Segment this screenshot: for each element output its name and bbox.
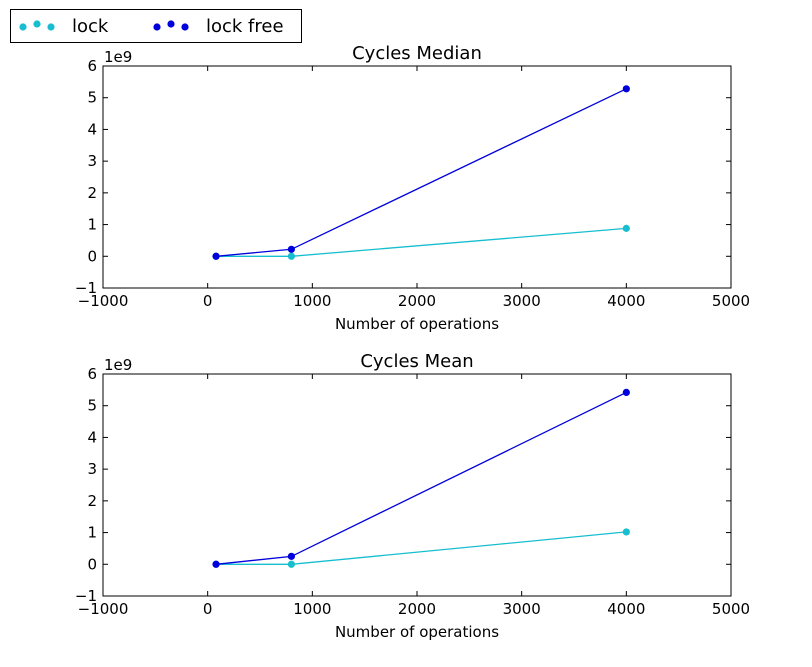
x-tick-label: 2000 <box>398 600 436 618</box>
y-tick-label: 4 <box>87 428 97 446</box>
y-offset-label: 1e9 <box>104 356 132 374</box>
series-line-lock-free <box>215 391 627 565</box>
x-tick-label: 5000 <box>712 600 750 618</box>
x-tick-label: 0 <box>203 600 213 618</box>
y-tick-label: 5 <box>87 89 97 107</box>
chart-cycles-median: Cycles Median −1000 0 1000 2000 3000 4000 5000 −… <box>75 43 750 333</box>
data-point-lock <box>622 224 630 232</box>
y-tick-label: 6 <box>87 365 97 383</box>
x-tick-label: 3000 <box>503 292 541 310</box>
x-tick-label: 2000 <box>398 292 436 310</box>
data-point-lock <box>287 252 295 260</box>
y-tick-label: 0 <box>87 555 97 573</box>
data-point-lock-free <box>287 245 295 253</box>
y-tick-label: 1 <box>87 216 97 234</box>
y-offset-label: 1e9 <box>104 48 132 66</box>
legend-marker-lock-free <box>153 23 161 31</box>
y-tick-label: 1 <box>87 524 97 542</box>
x-tick-label: −1000 <box>78 292 129 310</box>
x-tick-label: 1000 <box>293 292 331 310</box>
legend-marker-lock <box>19 23 27 31</box>
y-tick-label: 2 <box>87 184 97 202</box>
y-tick-label: 3 <box>87 460 97 478</box>
series-line-lock <box>216 227 627 257</box>
legend-marker-lock <box>33 20 41 28</box>
data-point-lock <box>622 528 630 536</box>
chart-cycles-mean: Cycles Mean −1000 0 1000 2000 3000 4000 5000 −1 0… <box>75 351 750 641</box>
plot-frame <box>102 373 732 597</box>
data-point-lock-free <box>622 85 630 93</box>
y-tick-label: 5 <box>87 397 97 415</box>
series-line-lock <box>216 531 627 565</box>
series-line-lock-free <box>215 88 627 257</box>
x-tick-label: 3000 <box>503 600 541 618</box>
chart-title: Cycles Median <box>352 43 482 64</box>
data-point-lock-free <box>212 560 220 568</box>
x-tick-label: 4000 <box>607 292 645 310</box>
plot-frame <box>102 65 732 289</box>
y-tick-label: 0 <box>87 247 97 265</box>
data-point-lock-free <box>287 552 295 560</box>
legend-label-lock-free: lock free <box>206 16 284 37</box>
legend: lock lock free <box>10 9 302 43</box>
x-tick-label: 1000 <box>293 600 331 618</box>
data-point-lock-free <box>212 252 220 260</box>
y-tick-label: −1 <box>75 587 97 605</box>
chart-title: Cycles Mean <box>360 351 473 372</box>
legend-marker-lock-free <box>181 23 189 31</box>
legend-label-lock: lock <box>72 16 109 37</box>
x-axis-label: Number of operations <box>335 623 499 641</box>
y-tick-label: 2 <box>87 492 97 510</box>
y-tick-label: 4 <box>87 120 97 138</box>
legend-marker-lock <box>47 23 55 31</box>
y-tick-label: 6 <box>87 57 97 75</box>
x-tick-label: 0 <box>203 292 213 310</box>
x-tick-label: −1000 <box>78 600 129 618</box>
legend-marker-lock-free <box>167 20 175 28</box>
x-tick-label: 5000 <box>712 292 750 310</box>
x-axis-label: Number of operations <box>335 315 499 333</box>
x-tick-label: 4000 <box>607 600 645 618</box>
y-tick-label: 3 <box>87 152 97 170</box>
data-point-lock <box>287 560 295 568</box>
data-point-lock-free <box>622 388 630 396</box>
y-tick-label: −1 <box>75 279 97 297</box>
